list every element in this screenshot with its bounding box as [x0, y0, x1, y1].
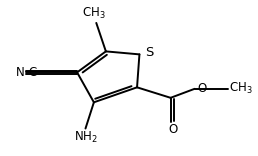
- Text: O: O: [168, 123, 178, 136]
- Text: N: N: [15, 66, 24, 79]
- Text: CH$_3$: CH$_3$: [229, 81, 253, 96]
- Text: NH$_2$: NH$_2$: [74, 130, 98, 145]
- Text: C: C: [28, 66, 36, 79]
- Text: S: S: [146, 46, 154, 59]
- Text: O: O: [197, 82, 206, 95]
- Text: CH$_3$: CH$_3$: [82, 6, 106, 21]
